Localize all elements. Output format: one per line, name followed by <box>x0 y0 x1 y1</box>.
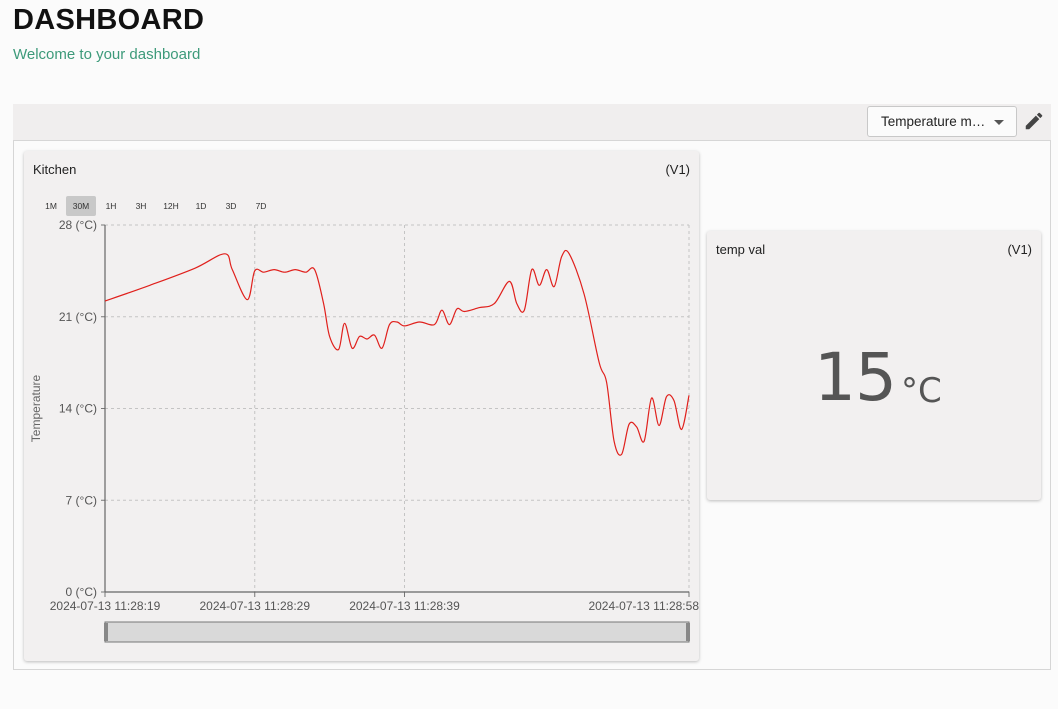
edit-button[interactable] <box>1023 110 1045 132</box>
y-tick-label: 0 (°C) <box>66 585 97 599</box>
range-button-3h[interactable]: 3H <box>135 201 147 211</box>
y-tick-label: 28 (°C) <box>59 218 97 232</box>
x-tick-label: 2024-07-13 11:28:39 <box>349 599 460 613</box>
dashboard-canvas: Kitchen (V1) 1M 30M 1H 3H 12H 1D 3D 7D 0 (°C) 7 … <box>13 141 1051 670</box>
dashboard-select[interactable]: Temperature m… <box>867 106 1017 137</box>
x-tick-label: 2024-07-13 11:28:19 <box>50 599 161 613</box>
range-button-7d[interactable]: 7D <box>255 201 267 211</box>
range-button-1d[interactable]: 1D <box>195 201 207 211</box>
range-button-1m[interactable]: 1M <box>45 201 57 211</box>
caret-down-icon <box>994 120 1004 125</box>
time-range-selector: 1M 30M 1H 3H 12H 1D 3D 7D <box>36 196 276 216</box>
chart-widget-pin: (V1) <box>665 162 690 177</box>
series-line-0 <box>104 249 690 456</box>
value-widget: temp val (V1) 15 °C <box>707 231 1041 500</box>
value-unit: °C <box>901 371 942 411</box>
pencil-icon <box>1025 112 1043 130</box>
value-widget-pin: (V1) <box>1007 242 1032 257</box>
page-title: DASHBOARD <box>13 4 205 36</box>
y-tick-label: 21 (°C) <box>59 310 97 324</box>
dashboard-toolbar: Temperature m… <box>13 104 1051 141</box>
dashboard-select-value: Temperature m… <box>881 114 986 129</box>
zoom-slider-track[interactable] <box>104 621 690 643</box>
chart-widget-title: Kitchen <box>33 162 77 177</box>
page-subtitle: Welcome to your dashboard <box>13 46 201 63</box>
range-button-1h[interactable]: 1H <box>105 201 117 211</box>
range-button-30m[interactable]: 30M <box>66 196 96 216</box>
line-chart: 0 (°C) 7 (°C) 14 (°C) 21 (°C) 28 (°C) 2024-07… <box>29 218 699 643</box>
chart-widget: Kitchen (V1) 1M 30M 1H 3H 12H 1D 3D 7D 0 (°C) 7 … <box>24 151 699 661</box>
y-axis-label: Temperature <box>29 374 43 442</box>
y-tick-label: 7 (°C) <box>66 493 97 507</box>
range-button-3d[interactable]: 3D <box>225 201 237 211</box>
zoom-slider-right-handle[interactable] <box>686 623 690 641</box>
x-tick-label: 2024-07-13 11:28:58 <box>588 599 699 613</box>
value-widget-title: temp val <box>716 242 766 257</box>
range-button-12h[interactable]: 12H <box>163 201 179 211</box>
value-display: 15 <box>814 339 897 416</box>
y-tick-label: 14 (°C) <box>59 402 97 416</box>
x-tick-label: 2024-07-13 11:28:29 <box>199 599 310 613</box>
zoom-slider-left-handle[interactable] <box>104 623 108 641</box>
